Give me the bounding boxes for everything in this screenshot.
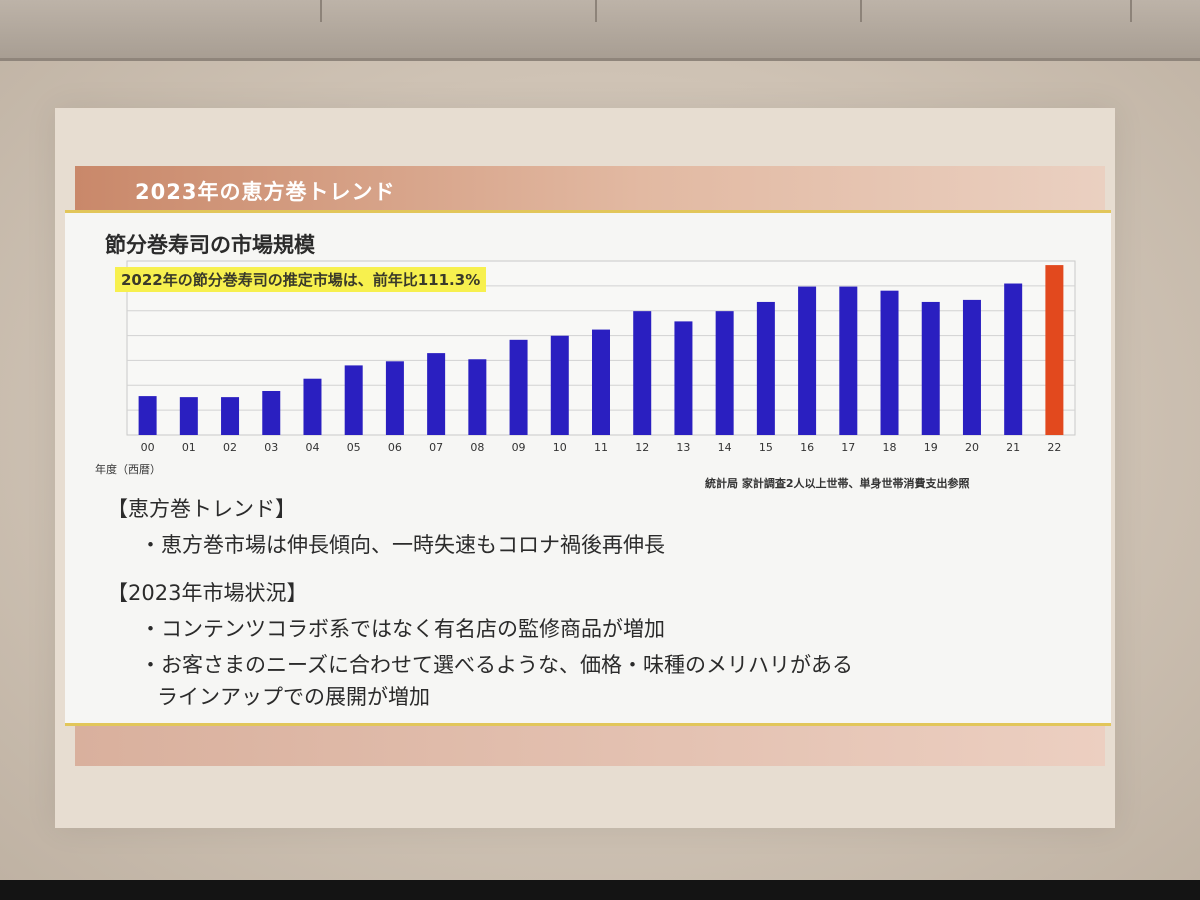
x-tick-label: 17 (841, 441, 855, 454)
x-tick-label: 11 (594, 441, 608, 454)
bullet-market-2: ・お客さまのニーズに合わせて選べるような、価格・味種のメリハリがある (140, 653, 853, 677)
section-title-trend: 【恵方巻トレンド】 (107, 497, 296, 521)
bar (715, 311, 734, 435)
slide-title: 2023年の恵方巻トレンド (135, 180, 396, 204)
bar (179, 397, 198, 435)
bar (303, 378, 322, 435)
bar (221, 397, 240, 435)
bar (385, 361, 404, 435)
x-tick-label: 20 (965, 441, 979, 454)
x-tick-label: 19 (924, 441, 938, 454)
bar (509, 339, 528, 435)
slide-bottom-band (75, 720, 1105, 766)
bullet-trend-1: ・恵方巻市場は伸長傾向、一時失速もコロナ禍後再伸長 (140, 533, 665, 557)
bar (1045, 265, 1064, 435)
bar (468, 359, 487, 435)
bar (880, 290, 899, 435)
x-tick-label: 01 (182, 441, 196, 454)
bar (839, 286, 858, 435)
x-tick-label: 21 (1006, 441, 1020, 454)
bar (633, 311, 652, 435)
bullet-market-2-cont: ラインアップでの展開が増加 (157, 685, 430, 709)
bar (550, 335, 569, 435)
floor (0, 880, 1200, 900)
ceiling (0, 0, 1200, 61)
bar (344, 365, 363, 435)
x-tick-label: 12 (635, 441, 649, 454)
x-tick-label: 13 (676, 441, 690, 454)
x-axis-label: 年度（西暦） (95, 463, 161, 476)
x-tick-label: 00 (141, 441, 155, 454)
chart-annotation: 2022年の節分巻寿司の推定市場は、前年比111.3% (115, 267, 487, 292)
x-tick-label: 02 (223, 441, 237, 454)
bullet-market-1: ・コンテンツコラボ系ではなく有名店の監修商品が増加 (140, 617, 665, 641)
bar (756, 301, 775, 435)
x-tick-label: 05 (347, 441, 361, 454)
x-tick-label: 18 (883, 441, 897, 454)
x-tick-label: 06 (388, 441, 402, 454)
x-tick-label: 15 (759, 441, 773, 454)
bar (674, 321, 693, 435)
bar (262, 390, 281, 435)
x-tick-label: 14 (718, 441, 732, 454)
x-tick-label: 16 (800, 441, 814, 454)
x-tick-label: 03 (264, 441, 278, 454)
bar (962, 299, 981, 435)
content-panel: 節分巻寿司の市場規模 00 01 02 03 04 05 06 07 08 09 10 11 12 13 1… (65, 210, 1111, 726)
bar (592, 329, 610, 435)
x-tick-label: 07 (429, 441, 443, 454)
bar (798, 286, 817, 435)
section-title-market: 【2023年市場状況】 (107, 581, 308, 605)
source-note: 統計局 家計調査2人以上世帯、単身世帯消費支出参照 (705, 477, 970, 490)
x-tick-label: 04 (305, 441, 319, 454)
projection-screen: 2023年の恵方巻トレンド 節分巻寿司の市場規模 00 01 02 03 04 05 06 0… (55, 108, 1115, 828)
bar (138, 396, 157, 435)
bar (1004, 283, 1023, 435)
bar (921, 301, 940, 435)
slide-header-bar (75, 166, 1105, 218)
chart-title: 節分巻寿司の市場規模 (105, 233, 315, 257)
x-tick-label: 22 (1047, 441, 1061, 454)
x-tick-label: 10 (553, 441, 567, 454)
x-tick-label: 08 (470, 441, 484, 454)
bar-chart: 00 01 02 03 04 05 06 07 08 09 10 11 12 13 14 15 16 17 18 19… (126, 260, 1076, 454)
x-tick-label: 09 (512, 441, 526, 454)
bar (427, 353, 446, 435)
